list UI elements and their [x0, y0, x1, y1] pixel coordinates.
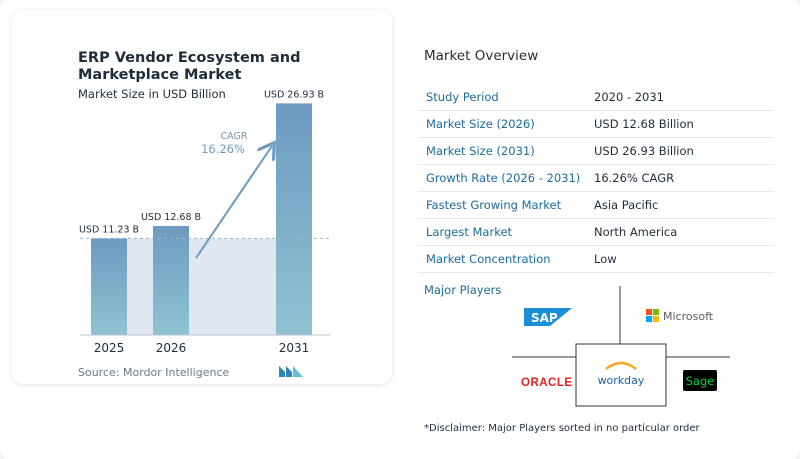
workday-logo-text: workday — [598, 374, 645, 387]
data-label-2026: USD 12.68 B — [141, 212, 201, 223]
table-row: Largest Market North America — [418, 219, 774, 246]
row-key: Market Size (2026) — [426, 117, 535, 131]
data-label-2025: USD 11.23 B — [79, 224, 139, 235]
row-key: Market Size (2031) — [426, 144, 535, 158]
bar-2031 — [276, 103, 312, 335]
bar-chart: USD 11.23 B 2025 USD 12.68 B 2026 USD 26.93 … — [79, 89, 330, 355]
workday-logo: workday — [598, 361, 645, 387]
microsoft-logo: Microsoft — [646, 309, 714, 323]
microsoft-logo-text: Microsoft — [663, 310, 714, 323]
row-key: Largest Market — [426, 225, 513, 239]
overview-table: Study Period 2020 - 2031 Market Size (202… — [418, 84, 774, 273]
chart-subtitle: Market Size in USD Billion — [78, 87, 226, 101]
oracle-logo: ORACLE — [521, 377, 573, 389]
cagr-label: CAGR — [221, 131, 248, 142]
table-row: Market Size (2026) USD 12.68 Billion — [418, 111, 774, 138]
featured-player-box — [575, 343, 667, 407]
sap-logo-text: SAP — [531, 311, 558, 325]
chart-title: ERP Vendor Ecosystem and Marketplace Mar… — [78, 50, 301, 83]
row-value: 2020 - 2031 — [594, 90, 664, 104]
row-key: Study Period — [426, 90, 499, 104]
table-row: Market Size (2031) USD 26.93 Billion — [418, 138, 774, 165]
row-value: Asia Pacific — [594, 198, 659, 212]
sage-logo: Sage — [683, 370, 717, 391]
row-value: USD 26.93 Billion — [594, 144, 694, 158]
baseline-band — [127, 238, 276, 335]
data-label-2031: USD 26.93 B — [264, 89, 324, 100]
cagr-value: 16.26% — [201, 142, 245, 156]
table-row: Growth Rate (2026 - 2031) 16.26% CAGR — [418, 165, 774, 192]
source-note: Source: Mordor Intelligence — [78, 366, 230, 379]
sap-logo: SAP — [524, 308, 572, 326]
row-key: Growth Rate (2026 - 2031) — [426, 171, 581, 185]
major-players-title: Major Players — [424, 283, 502, 297]
market-overview-title: Market Overview — [424, 48, 539, 64]
row-value: Low — [594, 252, 617, 266]
table-row: Market Concentration Low — [418, 246, 774, 273]
x-tick-label-2025: 2025 — [94, 341, 125, 355]
bar-2026 — [153, 225, 189, 335]
mordor-logo-icon — [279, 366, 303, 377]
row-value: North America — [594, 225, 678, 239]
table-row: Study Period 2020 - 2031 — [418, 84, 774, 111]
row-value: 16.26% CAGR — [594, 171, 675, 185]
disclaimer-note: *Disclaimer: Major Players sorted in no … — [424, 423, 700, 434]
sage-logo-text: Sage — [686, 374, 715, 388]
row-key: Fastest Growing Market — [426, 198, 562, 212]
x-tick-label-2031: 2031 — [279, 341, 310, 355]
x-tick-label-2026: 2026 — [156, 341, 187, 355]
row-key: Market Concentration — [426, 252, 551, 266]
growth-arrow — [195, 146, 272, 259]
bar-2025 — [91, 238, 127, 335]
row-value: USD 12.68 Billion — [594, 117, 694, 131]
table-row: Fastest Growing Market Asia Pacific — [418, 192, 774, 219]
